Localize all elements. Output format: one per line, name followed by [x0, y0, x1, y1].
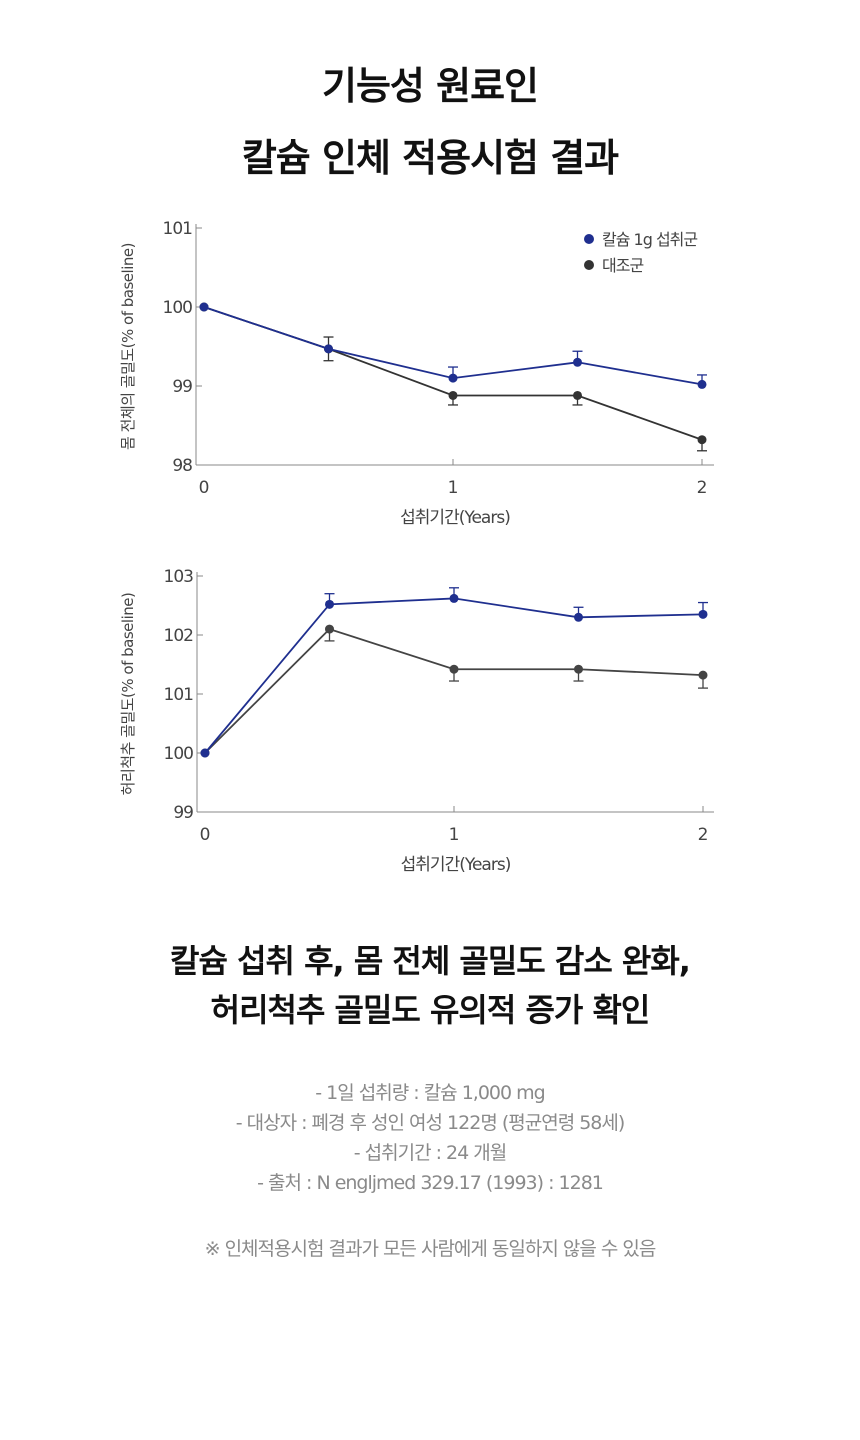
data-point — [574, 664, 583, 674]
data-point — [448, 390, 458, 400]
y-tick-label: 99 — [172, 377, 192, 397]
summary-line-1: 칼슘 섭취 후, 몸 전체 골밀도 감소 완화, — [170, 942, 691, 980]
x-axis-label: 섭취기간(Years) — [401, 855, 511, 875]
lumbar-spine-bmd-chart: 99 100 101 102 103 0 1 2 섭취기간(Years) 허리척추 골밀도(% o… — [119, 567, 714, 875]
disclaimer: ※ 인체적용시험 결과가 모든 사람에게 동일하지 않을 수 있음 — [204, 1238, 657, 1260]
data-point — [697, 435, 707, 445]
y-tick-label: 98 — [172, 456, 192, 476]
data-point — [698, 670, 708, 680]
legend-label: 칼슘 1g 섭취군 — [602, 230, 697, 249]
data-point — [697, 379, 707, 389]
title-line-2: 칼슘 인체 적용시험 결과 — [241, 136, 619, 180]
legend-marker — [584, 260, 594, 270]
y-tick-label: 100 — [163, 298, 193, 318]
y-axis-label: 몸 전체의 골밀도(% of baseline) — [119, 243, 137, 450]
data-point — [573, 390, 582, 400]
legend-marker — [584, 234, 594, 244]
note-period: - 섭취기간 : 24 개월 — [353, 1142, 507, 1164]
data-point — [199, 302, 209, 312]
y-tick-label: 101 — [163, 219, 193, 239]
data-point — [324, 344, 333, 354]
data-point — [448, 373, 458, 383]
note-subjects: - 대상자 : 폐경 후 성인 여성 122명 (평균연령 58세) — [235, 1112, 626, 1134]
x-tick-label: 0 — [199, 478, 210, 498]
data-point — [200, 748, 210, 758]
x-tick-label: 0 — [200, 825, 211, 845]
legend-label: 대조군 — [602, 256, 643, 275]
data-point — [573, 357, 582, 367]
y-tick-label: 100 — [164, 744, 194, 764]
data-point — [449, 664, 459, 674]
data-point — [325, 624, 334, 634]
title-line-1: 기능성 원료인 — [322, 64, 539, 108]
note-source: - 출처 : N engljmed 329.17 (1993) : 1281 — [257, 1172, 604, 1194]
y-axis-label: 허리척추 골밀도(% of baseline) — [119, 593, 137, 796]
note-dose: - 1일 섭취량 : 칼슘 1,000 mg — [315, 1082, 545, 1104]
data-point — [449, 593, 459, 603]
data-point — [325, 599, 334, 609]
x-tick-label: 1 — [449, 825, 460, 845]
x-tick-label: 2 — [697, 478, 708, 498]
y-tick-label: 103 — [164, 567, 194, 587]
y-tick-label: 99 — [173, 803, 193, 823]
y-tick-label: 102 — [164, 626, 194, 646]
x-axis-label: 섭취기간(Years) — [400, 508, 510, 528]
data-point — [574, 612, 583, 622]
x-tick-label: 1 — [448, 478, 459, 498]
series-line — [204, 628, 704, 754]
summary-line-2: 허리척추 골밀도 유의적 증가 확인 — [210, 991, 651, 1029]
data-point — [698, 609, 708, 619]
y-tick-label: 101 — [164, 685, 194, 705]
x-tick-label: 2 — [698, 825, 709, 845]
